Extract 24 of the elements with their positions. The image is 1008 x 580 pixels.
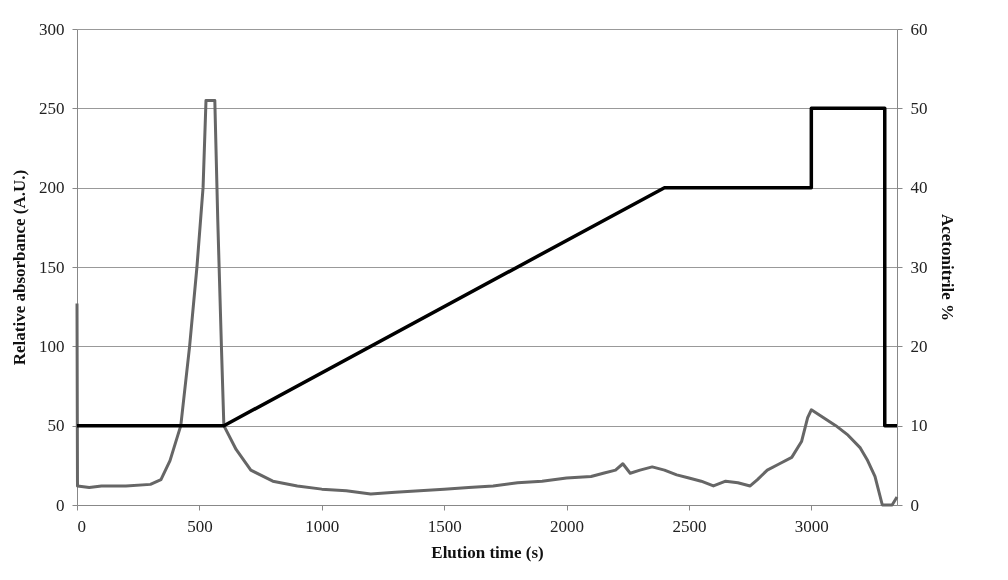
y-tick-label: 200 (39, 178, 65, 198)
y2-tick-label: 10 (910, 416, 928, 436)
y2-tick-label: 60 (910, 19, 928, 39)
y-tick-label: 300 (39, 19, 65, 39)
x-tick-label: 1500 (427, 516, 462, 536)
x-tick-label: 2000 (550, 516, 585, 536)
y2-tick-label: 30 (910, 257, 928, 277)
y2-tick-label: 40 (910, 178, 928, 198)
y2-tick-label: 0 (910, 495, 919, 515)
x-tick-label: 0 (77, 516, 86, 536)
y-tick-label: 0 (56, 495, 65, 515)
y-tick-label: 150 (39, 257, 65, 277)
y2-axis-title: Acetonitrile % (937, 213, 957, 322)
y-axis-title: Relative absorbance (A.U.) (10, 169, 29, 366)
y2-tick-label: 50 (910, 98, 928, 118)
y2-tick-label: 20 (910, 336, 928, 356)
x-tick-label: 2500 (672, 516, 707, 536)
x-tick-label: 3000 (794, 516, 829, 536)
x-tick-label: 1000 (305, 516, 340, 536)
y-tick-label: 50 (47, 416, 65, 436)
x-axis-title: Elution time (s) (431, 542, 544, 562)
y-tick-label: 100 (39, 336, 65, 356)
x-tick-label: 500 (187, 516, 213, 536)
y-tick-label: 250 (39, 98, 65, 118)
